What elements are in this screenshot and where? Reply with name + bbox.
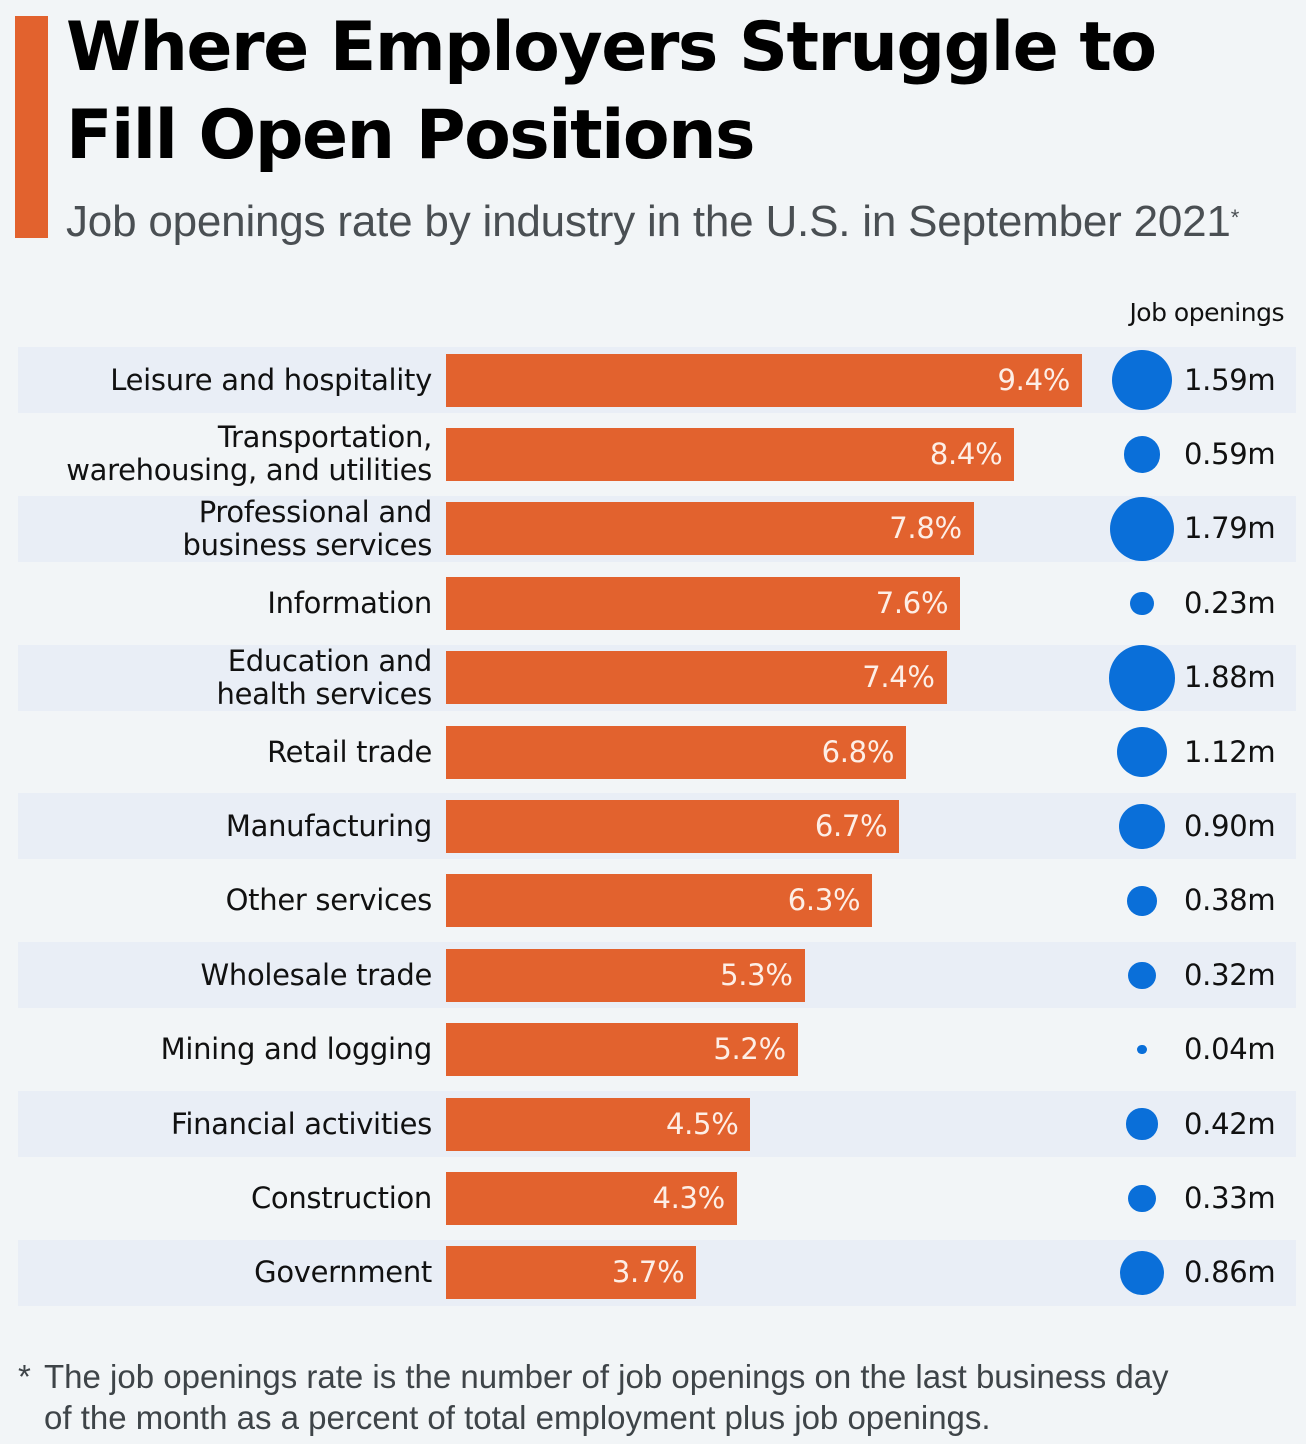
category-label-line: Leisure and hospitality bbox=[110, 362, 432, 397]
chart-title: Where Employers Struggle to Fill Open Po… bbox=[66, 8, 1157, 175]
job-openings-bubble bbox=[1126, 1108, 1158, 1140]
job-openings-column-header: Job openings bbox=[1129, 298, 1284, 327]
chart-subtitle: Job openings rate by industry in the U.S… bbox=[66, 196, 1239, 248]
job-openings-value: 0.86m bbox=[1184, 1255, 1276, 1290]
bar bbox=[446, 1246, 697, 1300]
job-openings-value: 1.12m bbox=[1184, 734, 1276, 769]
title-accent-bar bbox=[15, 16, 48, 238]
category-label: Mining and logging bbox=[12, 1010, 433, 1090]
bar-value-label: 9.4% bbox=[997, 362, 1071, 397]
job-openings-value: 0.38m bbox=[1184, 883, 1276, 918]
bar bbox=[446, 725, 907, 779]
bar-value-label: 7.6% bbox=[875, 585, 949, 620]
job-openings-bubble bbox=[1128, 1184, 1156, 1213]
job-openings-bubble bbox=[1119, 1250, 1165, 1296]
job-openings-bubble bbox=[1111, 349, 1173, 411]
job-openings-bubble bbox=[1127, 886, 1157, 916]
category-label: Construction bbox=[12, 1158, 432, 1238]
bar bbox=[446, 1171, 737, 1225]
category-label-line: warehousing, and utilities bbox=[66, 453, 432, 488]
bar bbox=[446, 1023, 798, 1077]
bar-value-label: 6.3% bbox=[787, 883, 861, 918]
bar bbox=[446, 799, 900, 853]
job-openings-value: 0.90m bbox=[1184, 808, 1276, 843]
job-openings-bubble bbox=[1137, 1044, 1147, 1055]
category-label-line: Education and bbox=[227, 643, 433, 678]
footnote: * The job openings rate is the number of … bbox=[18, 1356, 1298, 1438]
category-label: Financial activities bbox=[12, 1084, 432, 1164]
bar-value-label: 7.4% bbox=[862, 660, 935, 695]
bar-value-label: 5.3% bbox=[720, 957, 793, 992]
category-label: Retail trade bbox=[12, 712, 432, 792]
job-openings-bubble bbox=[1119, 803, 1165, 850]
category-label-line: Construction bbox=[250, 1180, 432, 1215]
bar-value-label: 3.7% bbox=[611, 1255, 685, 1290]
category-label-line: Financial activities bbox=[171, 1106, 432, 1141]
category-label: Leisure and hospitality bbox=[12, 340, 432, 420]
category-label-line: Retail trade bbox=[267, 734, 432, 769]
bar bbox=[446, 427, 1015, 481]
bar bbox=[446, 651, 947, 705]
bar bbox=[446, 502, 974, 556]
job-openings-value: 0.04m bbox=[1184, 1032, 1276, 1067]
category-label-line: business services bbox=[182, 527, 433, 562]
bar-value-label: 6.7% bbox=[814, 808, 888, 843]
category-label: Manufacturing bbox=[12, 786, 432, 866]
category-label-line: health services bbox=[216, 676, 432, 711]
category-label-line: Manufacturing bbox=[225, 808, 432, 843]
category-label-line: Government bbox=[254, 1255, 432, 1290]
category-label: Information bbox=[12, 563, 432, 643]
job-openings-value: 1.79m bbox=[1184, 511, 1276, 546]
bar-value-label: 6.8% bbox=[821, 734, 895, 769]
category-label-line: Other services bbox=[225, 883, 433, 918]
bar bbox=[446, 576, 961, 630]
category-label: Wholesale trade bbox=[12, 935, 432, 1015]
job-openings-bubble bbox=[1109, 644, 1175, 711]
job-openings-value: 0.32m bbox=[1184, 957, 1276, 992]
job-openings-value: 0.42m bbox=[1184, 1106, 1276, 1141]
category-label: Government bbox=[12, 1233, 432, 1313]
job-openings-bubble bbox=[1128, 961, 1156, 989]
job-openings-bubble bbox=[1109, 496, 1175, 561]
category-label-line: Transportation, bbox=[217, 420, 432, 455]
bar-value-label: 7.8% bbox=[889, 511, 962, 546]
category-label-line: Professional and bbox=[198, 494, 433, 529]
bar-value-label: 4.3% bbox=[652, 1180, 725, 1215]
category-label: Other services bbox=[12, 861, 433, 941]
category-label-line: Information bbox=[267, 585, 432, 620]
bar-value-label: 8.4% bbox=[929, 436, 1003, 471]
job-openings-bubble bbox=[1130, 591, 1154, 615]
footnote-line-1: The job openings rate is the number of j… bbox=[44, 1358, 1169, 1395]
job-openings-bubble bbox=[1123, 435, 1161, 473]
bar-value-label: 4.5% bbox=[665, 1106, 739, 1141]
category-label-line: Mining and logging bbox=[160, 1032, 433, 1067]
category-label: Transportation, warehousing, and utilitie… bbox=[12, 414, 432, 494]
job-openings-value: 0.23m bbox=[1184, 585, 1276, 620]
bar bbox=[446, 1097, 751, 1151]
job-openings-value: 0.33m bbox=[1184, 1180, 1276, 1215]
subtitle-text: Job openings rate by industry in the U.S… bbox=[66, 197, 1231, 246]
category-label: Professional and business services bbox=[12, 489, 433, 569]
job-openings-bubble bbox=[1116, 726, 1168, 778]
category-label-line: Wholesale trade bbox=[200, 957, 432, 992]
job-openings-value: 1.59m bbox=[1184, 362, 1276, 397]
bar-value-label: 5.2% bbox=[713, 1032, 786, 1067]
bar bbox=[446, 948, 805, 1002]
bar bbox=[446, 874, 873, 928]
footnote-line-2: of the month as a percent of total emplo… bbox=[44, 1399, 991, 1436]
job-openings-value: 1.88m bbox=[1184, 660, 1276, 695]
job-openings-value: 0.59m bbox=[1184, 436, 1276, 471]
subtitle-footnote-marker: * bbox=[1230, 205, 1240, 230]
bar bbox=[446, 353, 1082, 407]
footnote-marker: * bbox=[18, 1358, 31, 1395]
category-label: Education and health services bbox=[12, 638, 432, 718]
